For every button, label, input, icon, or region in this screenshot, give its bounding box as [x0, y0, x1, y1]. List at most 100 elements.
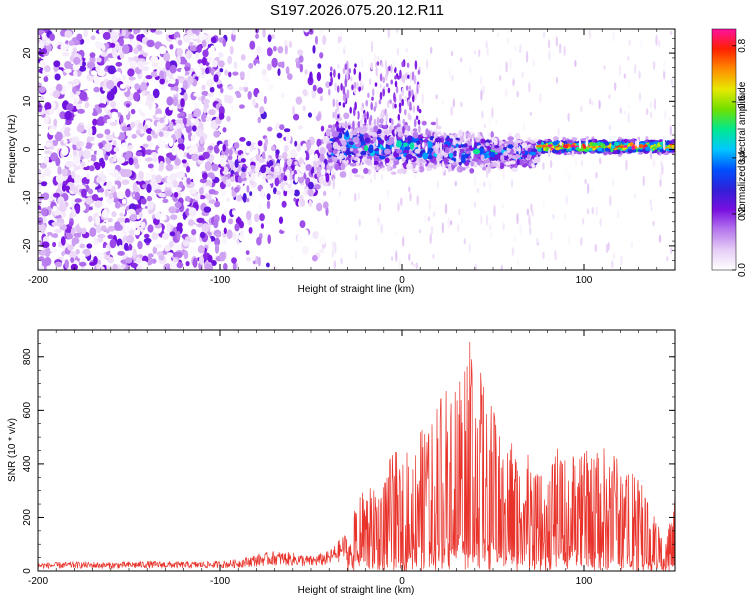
spectrogram-cell: [205, 116, 212, 122]
spectrogram-cell: [232, 262, 237, 270]
spectrogram-cell: [262, 29, 266, 38]
spectrogram-cell: [49, 247, 58, 253]
spectrogram-cell: [220, 187, 227, 197]
spectrogram-cell: [147, 163, 154, 169]
spectrogram-cell: [307, 188, 314, 197]
spectrogram-cell: [434, 129, 438, 133]
spectrogram-cell: [101, 209, 109, 219]
spectrogram-cell: [88, 215, 93, 223]
spectrogram-cell: [140, 81, 147, 91]
spectrogram-cell: [192, 257, 198, 268]
spectrogram-cell: [357, 120, 361, 128]
spectrogram-cell: [178, 112, 185, 117]
spectrogram-cell: [467, 140, 472, 146]
spectrogram-cell: [485, 142, 490, 147]
spectrogram-cell: [300, 198, 306, 207]
spectrogram-cell: [63, 138, 68, 144]
spectrogram-cell: [185, 261, 190, 267]
spectrogram-cell: [279, 124, 285, 130]
spectrogram-cell: [203, 107, 208, 114]
spectrogram-cell: [258, 174, 263, 183]
spectrogram-cell: [273, 45, 277, 52]
spectrogram-cell: [402, 118, 406, 125]
spectrogram-cell: [300, 30, 304, 36]
spectrogram-cell: [140, 198, 147, 205]
spectrogram-cell: [176, 230, 181, 241]
spectrogram-cell: [266, 47, 273, 57]
spectrogram-cell: [166, 29, 175, 35]
spectrogram-cell: [307, 112, 313, 118]
spectrogram-cell: [70, 257, 75, 263]
spectrogram-cell: [502, 168, 505, 180]
spectrogram-cell: [290, 148, 297, 159]
spectrogram-cell: [453, 133, 458, 138]
spectrogram-cell: [127, 208, 136, 215]
spectrogram-cell: [166, 72, 172, 78]
spectrogram-cell: [124, 217, 130, 224]
spectrogram-cell: [373, 125, 379, 132]
spectrogram-cell: [505, 88, 508, 98]
spectrogram-cell: [254, 213, 260, 223]
spectrogram-cell: [319, 95, 324, 102]
spectrogram-cell: [227, 85, 234, 91]
spectrogram-cell: [55, 174, 64, 184]
spectrogram-cell: [514, 132, 521, 140]
spectrogram-cell: [314, 184, 321, 190]
spectrogram-cell: [360, 140, 366, 145]
spectrogram-cell: [271, 57, 278, 68]
spectrogram-cell: [68, 221, 74, 227]
spectrogram-cell: [635, 263, 638, 270]
spectrogram-cell: [146, 135, 152, 142]
spectrogram-cell: [201, 39, 207, 48]
spectrogram-cell: [169, 90, 178, 95]
spectrogram-cell: [182, 176, 188, 185]
spectrogram-cell: [130, 213, 138, 221]
spectrogram-cell: [281, 200, 287, 208]
spectrogram-cell: [246, 71, 251, 81]
spectrogram-cell: [469, 168, 475, 174]
spectrogram-cell: [276, 132, 283, 139]
spectrogram-cell: [328, 88, 331, 96]
spectrogram-cell: [304, 69, 308, 75]
spectrogram-cell: [79, 261, 87, 267]
spectrogram-cell: [150, 29, 157, 33]
spectrogram-cell: [113, 146, 120, 153]
spectrogram-cell: [152, 155, 158, 163]
spectrogram-cell: [124, 222, 131, 227]
spectrogram-cell: [582, 145, 587, 149]
spectrogram-cell: [400, 197, 403, 207]
spectrogram-cell: [91, 144, 100, 151]
spectrogram-cell: [134, 222, 140, 229]
spectrogram-cell: [179, 122, 185, 131]
spectrogram-cell: [108, 192, 113, 200]
spectrogram-cell: [405, 139, 409, 143]
spectrogram-cell: [219, 68, 224, 73]
spectrogram-cell: [105, 61, 113, 66]
spectrogram-cell: [130, 121, 136, 129]
spectrogram-cell: [186, 166, 191, 173]
spectrogram-cell: [126, 234, 135, 244]
spectrogram-cell: [382, 76, 386, 84]
spectrogram-cell: [664, 110, 667, 120]
spectrogram-cell: [672, 139, 675, 145]
spectrogram-cell: [418, 124, 421, 134]
spectrogram-cell: [351, 168, 358, 174]
spectrogram-cell: [413, 263, 416, 268]
spectrogram-cell: [311, 219, 315, 226]
spectrogram-cell: [147, 224, 154, 233]
spectrogram-cell: [71, 170, 76, 179]
spectrogram-cell: [143, 237, 152, 244]
spectrogram-cell: [316, 202, 323, 212]
spectrogram-cell: [69, 129, 76, 135]
spectrogram-cell: [168, 137, 174, 148]
spectrogram-cell: [665, 142, 669, 146]
spectrogram-cell: [243, 41, 249, 46]
spectrogram-cell: [308, 199, 313, 207]
spectrogram-cell: [500, 154, 505, 162]
spectrogram-cell: [140, 260, 148, 269]
spectrogram-cell: [325, 128, 331, 137]
spectrogram-cell: [187, 75, 194, 85]
spectrogram-cell: [73, 232, 82, 237]
spectrogram-cell: [132, 38, 138, 46]
spectrogram-cell: [148, 85, 156, 90]
